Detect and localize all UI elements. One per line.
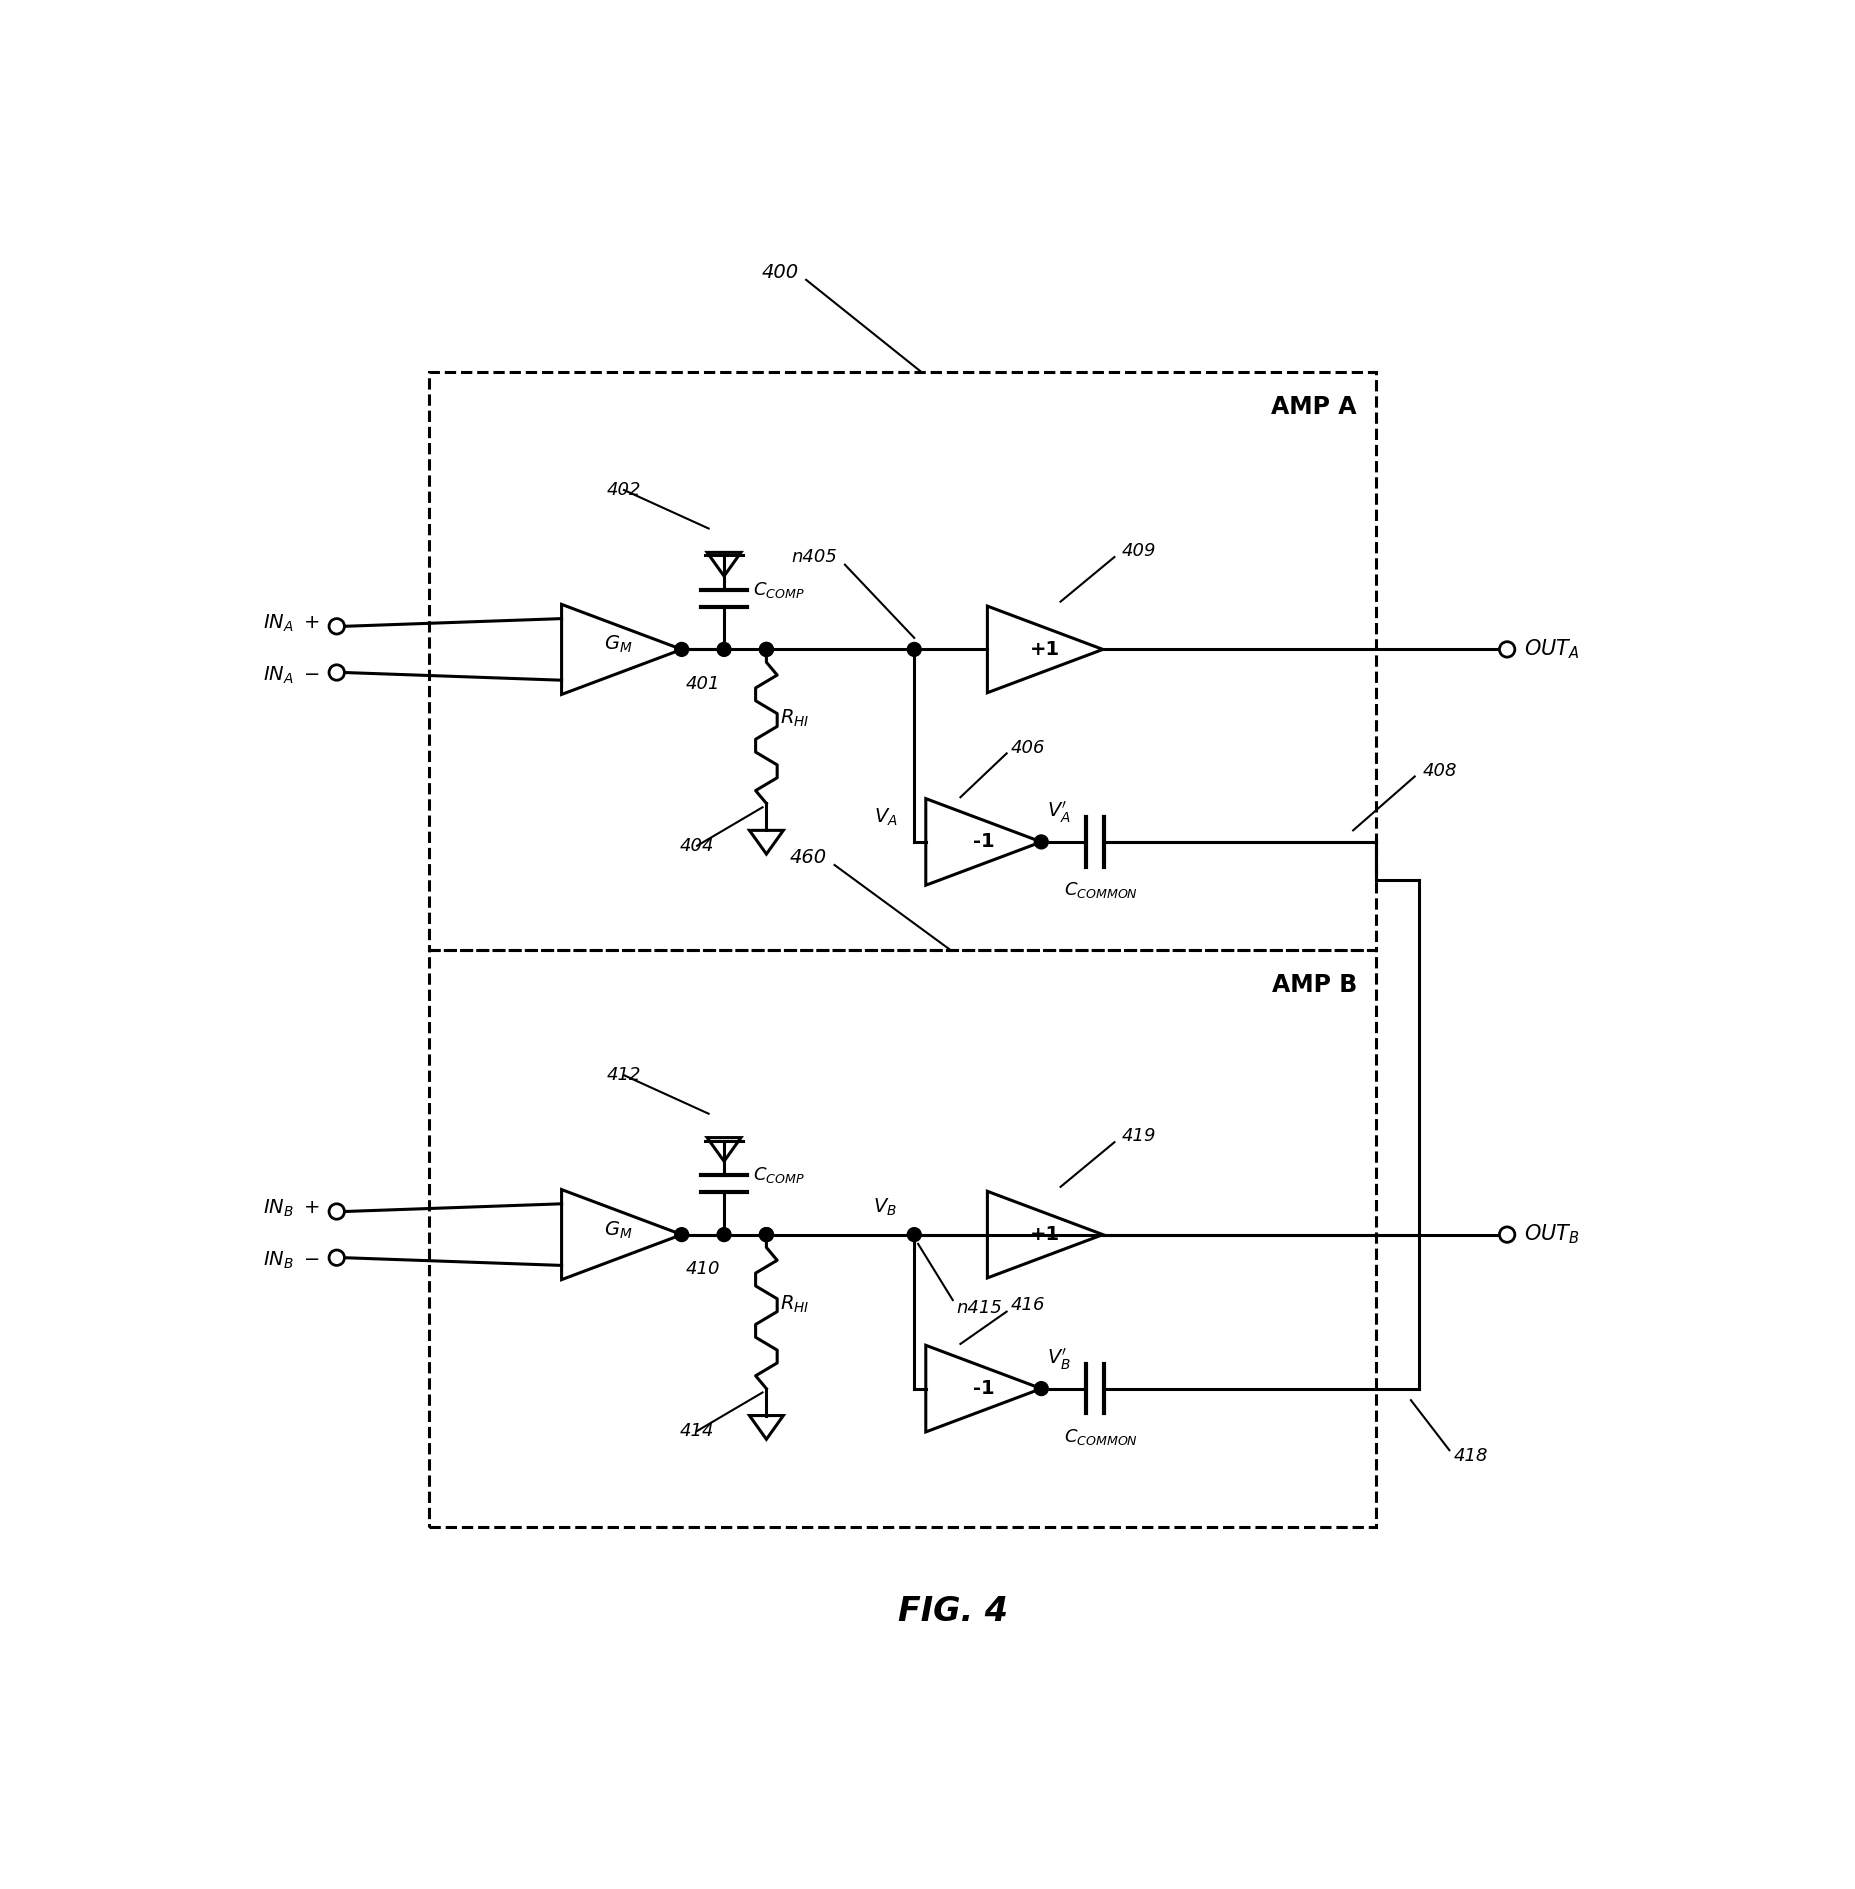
Circle shape — [1499, 1228, 1514, 1243]
Text: $V_A$: $V_A$ — [874, 807, 896, 827]
Text: $V_B$: $V_B$ — [874, 1196, 896, 1218]
Text: -1: -1 — [972, 833, 994, 852]
Text: 402: 402 — [607, 482, 640, 499]
Text: 401: 401 — [684, 674, 720, 693]
Circle shape — [328, 1203, 345, 1218]
Text: +1: +1 — [1030, 1226, 1059, 1245]
Text: 419: 419 — [1122, 1128, 1156, 1145]
Text: $IN_B\ +$: $IN_B\ +$ — [263, 1198, 319, 1218]
Bar — [429, 372, 1376, 950]
Circle shape — [907, 1228, 920, 1241]
Circle shape — [759, 642, 774, 655]
Circle shape — [759, 642, 774, 655]
Text: $C_{COMP}$: $C_{COMP}$ — [753, 1166, 805, 1184]
Text: $C_{COMP}$: $C_{COMP}$ — [753, 580, 805, 601]
Circle shape — [1499, 642, 1514, 657]
Circle shape — [907, 642, 920, 655]
Text: $OUT_A$: $OUT_A$ — [1523, 638, 1579, 661]
Text: $OUT_B$: $OUT_B$ — [1523, 1222, 1579, 1247]
Circle shape — [759, 1228, 774, 1241]
Text: $IN_B\ -$: $IN_B\ -$ — [263, 1251, 319, 1271]
Text: n415: n415 — [955, 1300, 1002, 1317]
Text: 409: 409 — [1122, 542, 1156, 559]
Bar — [429, 950, 1376, 1526]
Circle shape — [759, 1228, 774, 1241]
Text: 406: 406 — [1009, 739, 1044, 757]
Circle shape — [1033, 835, 1048, 848]
Circle shape — [675, 642, 688, 655]
Circle shape — [716, 1228, 731, 1241]
Text: $C_{COMMON}$: $C_{COMMON}$ — [1063, 1426, 1137, 1447]
Text: 460: 460 — [788, 848, 825, 867]
Text: 400: 400 — [761, 263, 798, 281]
Text: $V_A'$: $V_A'$ — [1046, 799, 1070, 825]
Text: 414: 414 — [679, 1422, 714, 1439]
Text: +1: +1 — [1030, 640, 1059, 659]
Text: 410: 410 — [684, 1260, 720, 1279]
Text: $G_M$: $G_M$ — [603, 1218, 633, 1241]
Circle shape — [675, 1228, 688, 1241]
Circle shape — [716, 642, 731, 655]
Text: AMP A: AMP A — [1271, 395, 1356, 419]
Text: $R_{HI}$: $R_{HI}$ — [779, 708, 809, 729]
Circle shape — [1033, 1381, 1048, 1396]
Text: 418: 418 — [1452, 1447, 1488, 1466]
Text: $IN_A\ +$: $IN_A\ +$ — [263, 612, 319, 635]
Circle shape — [328, 618, 345, 635]
Text: $V_B'$: $V_B'$ — [1046, 1347, 1070, 1371]
Text: 404: 404 — [679, 837, 714, 854]
Text: 408: 408 — [1421, 761, 1456, 780]
Text: $C_{COMMON}$: $C_{COMMON}$ — [1063, 880, 1137, 901]
Text: AMP B: AMP B — [1271, 973, 1356, 997]
Text: $G_M$: $G_M$ — [603, 635, 633, 655]
Circle shape — [328, 1251, 345, 1266]
Text: $IN_A\ -$: $IN_A\ -$ — [263, 665, 319, 686]
Text: 416: 416 — [1009, 1296, 1044, 1315]
Text: FIG. 4: FIG. 4 — [898, 1596, 1007, 1628]
Text: -1: -1 — [972, 1379, 994, 1398]
Text: 412: 412 — [607, 1065, 640, 1084]
Circle shape — [328, 665, 345, 680]
Text: $R_{HI}$: $R_{HI}$ — [779, 1294, 809, 1315]
Text: n405: n405 — [790, 548, 837, 567]
